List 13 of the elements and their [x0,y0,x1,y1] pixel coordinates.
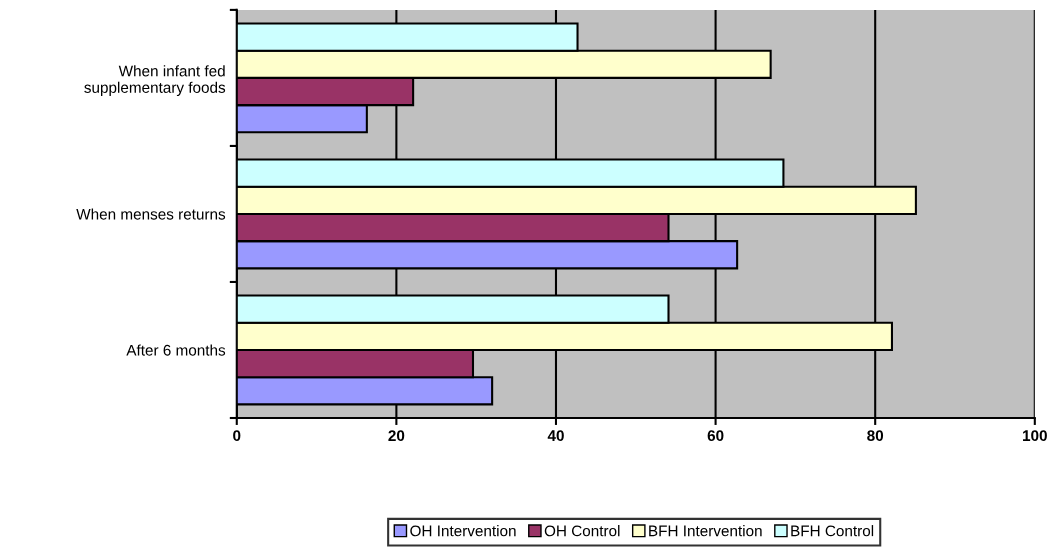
legend-label: OH Control [544,525,620,537]
x-tick-label: 40 [547,430,564,442]
x-tick-label: 100 [1023,430,1047,442]
x-tick-label: 0 [233,430,241,442]
legend-label: BFH Control [791,525,874,537]
y-tick-label: When infant fed supplementary foods [84,65,226,96]
x-tick-label: 80 [867,430,884,442]
legend-label: BFH Intervention [649,525,762,537]
x-tick-label: 20 [388,430,405,442]
x-tick-label: 60 [707,430,724,442]
y-tick-label: After 6 months [126,344,226,356]
y-tick-label: When menses returns [76,208,226,220]
legend-label: OH Intervention [410,525,516,537]
